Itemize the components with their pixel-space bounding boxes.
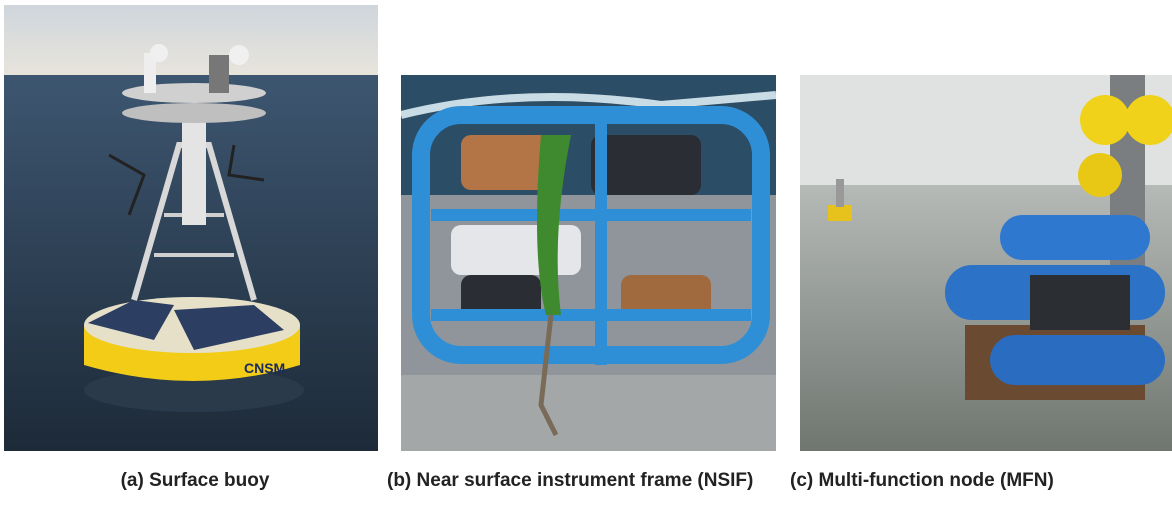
photo-nsif bbox=[401, 75, 776, 451]
caption: (a) Surface buoy bbox=[60, 466, 330, 496]
photo-surface-buoy: CNSM bbox=[4, 5, 378, 451]
figure-page: {"figure": {"panels": [ {"caption": "(a)… bbox=[0, 0, 1172, 529]
photo-mfn bbox=[800, 75, 1172, 451]
caption: (c) Multi-function node (MFN) bbox=[790, 466, 1170, 496]
caption: (b) Near surface instrument frame (NSIF) bbox=[387, 466, 777, 496]
svg-text:CNSM: CNSM bbox=[244, 360, 285, 376]
